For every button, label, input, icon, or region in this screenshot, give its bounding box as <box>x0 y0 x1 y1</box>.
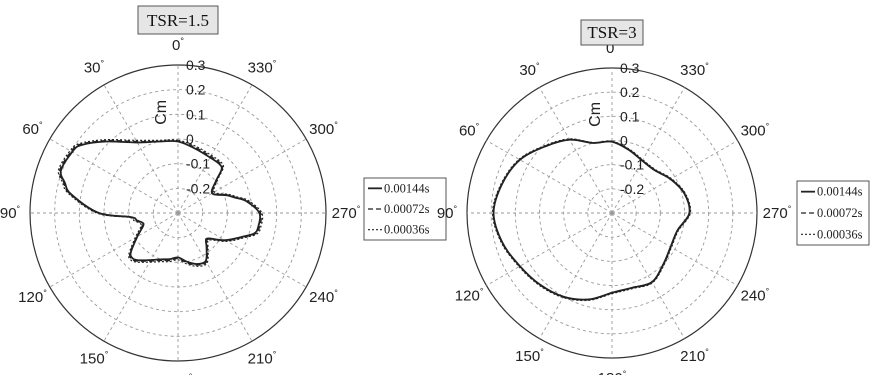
angle-tick-label: 30° <box>84 59 105 77</box>
legend-entry: 0.00144s <box>817 185 863 199</box>
angle-tick-label: 210° <box>680 347 709 365</box>
legend-entry: 0.00072s <box>817 206 863 220</box>
grid-spoke <box>177 84 253 214</box>
series-line-2 <box>492 138 691 301</box>
grid-spoke <box>103 212 179 342</box>
grid-spoke <box>486 140 613 214</box>
angle-tick-label: 150° <box>80 349 109 367</box>
polar-chart-tsr-1-5: 0° 30° 60° 90° 120° 150° 180° 210° 240° 270° 300° 3… <box>0 5 447 375</box>
angle-tick-label: 180° <box>598 369 627 375</box>
angle-tick-label: 210° <box>248 349 277 367</box>
grid-spoke <box>611 140 738 214</box>
angle-tick-label: 300° <box>309 120 338 138</box>
angle-tick-label: 30° <box>519 61 540 79</box>
radial-tick-label: -0.2 <box>186 180 210 196</box>
legend: 0.00144s 0.00072s 0.00036s <box>796 180 870 246</box>
angle-tick-label: 60° <box>22 120 43 138</box>
grid-spoke <box>611 212 685 339</box>
angle-tick-label: 330° <box>248 59 277 77</box>
radial-tick-label: -0.1 <box>186 156 210 172</box>
angle-tick-label: 240° <box>309 288 338 306</box>
grid-spoke <box>539 87 613 214</box>
radial-tick-label: 0.3 <box>186 57 206 73</box>
series-line-3 <box>57 138 264 267</box>
legend-entry: 0.00036s <box>384 223 430 237</box>
chart-title: TSR=3 <box>587 23 636 42</box>
radial-tick-label: 0.2 <box>620 84 640 100</box>
series-line-3 <box>492 138 692 302</box>
legend-entry: 0.00144s <box>384 181 430 195</box>
angle-tick-label: 180° <box>164 372 193 375</box>
grid-spoke <box>611 87 685 214</box>
legend: 0.00144s 0.00072s 0.00036s <box>363 177 447 241</box>
angle-tick-label: 270° <box>332 204 361 222</box>
series-line-2 <box>58 139 263 266</box>
grid-spoke <box>177 212 307 288</box>
polar-chart-tsr-3: 0°30°60°90°120°150°180°210°240°270°300°3… <box>437 19 870 375</box>
angle-tick-label: 120° <box>455 287 484 305</box>
radial-tick-label: 0.1 <box>620 108 640 124</box>
angle-tick-label: 300° <box>741 122 770 140</box>
grid-spoke <box>611 212 738 286</box>
angle-tick-label: 0° <box>172 36 184 54</box>
grid-spoke <box>486 212 613 286</box>
radial-tick-label: 0 <box>186 131 194 147</box>
angle-tick-label: 240° <box>741 287 770 305</box>
grid-spoke <box>49 212 179 288</box>
angle-tick-label: 270° <box>763 204 792 222</box>
grid-spoke <box>539 212 613 339</box>
radial-tick-label: 0 <box>620 133 628 149</box>
radial-tick-label: 0.3 <box>620 60 640 76</box>
angle-tick-label: 90° <box>0 204 21 222</box>
outer-ring <box>29 64 327 362</box>
grid-spoke <box>177 138 307 214</box>
angle-tick-label: 150° <box>515 347 544 365</box>
chart-title: TSR=1.5 <box>147 11 209 30</box>
angle-tick-label: 330° <box>680 61 709 79</box>
radial-axis-label: Cm <box>587 102 604 127</box>
legend-entry: 0.00072s <box>384 202 430 216</box>
angle-tick-label: 90° <box>437 204 458 222</box>
grid-spoke <box>103 84 179 214</box>
grid-spoke <box>49 138 179 214</box>
radial-tick-label: -0.2 <box>620 181 644 197</box>
angle-tick-label: 120° <box>18 288 47 306</box>
chart-title-box <box>580 19 644 46</box>
radial-axis-label: Cm <box>153 100 170 125</box>
radial-tick-label: 0.2 <box>186 82 206 98</box>
angle-tick-label: 60° <box>459 122 480 140</box>
grid-spoke <box>177 212 253 342</box>
radial-tick-label: -0.1 <box>620 157 644 173</box>
chart-title-box <box>137 5 219 35</box>
legend-entry: 0.00036s <box>817 227 863 241</box>
grid-ring <box>54 89 302 337</box>
radial-tick-label: 0.1 <box>186 106 206 122</box>
